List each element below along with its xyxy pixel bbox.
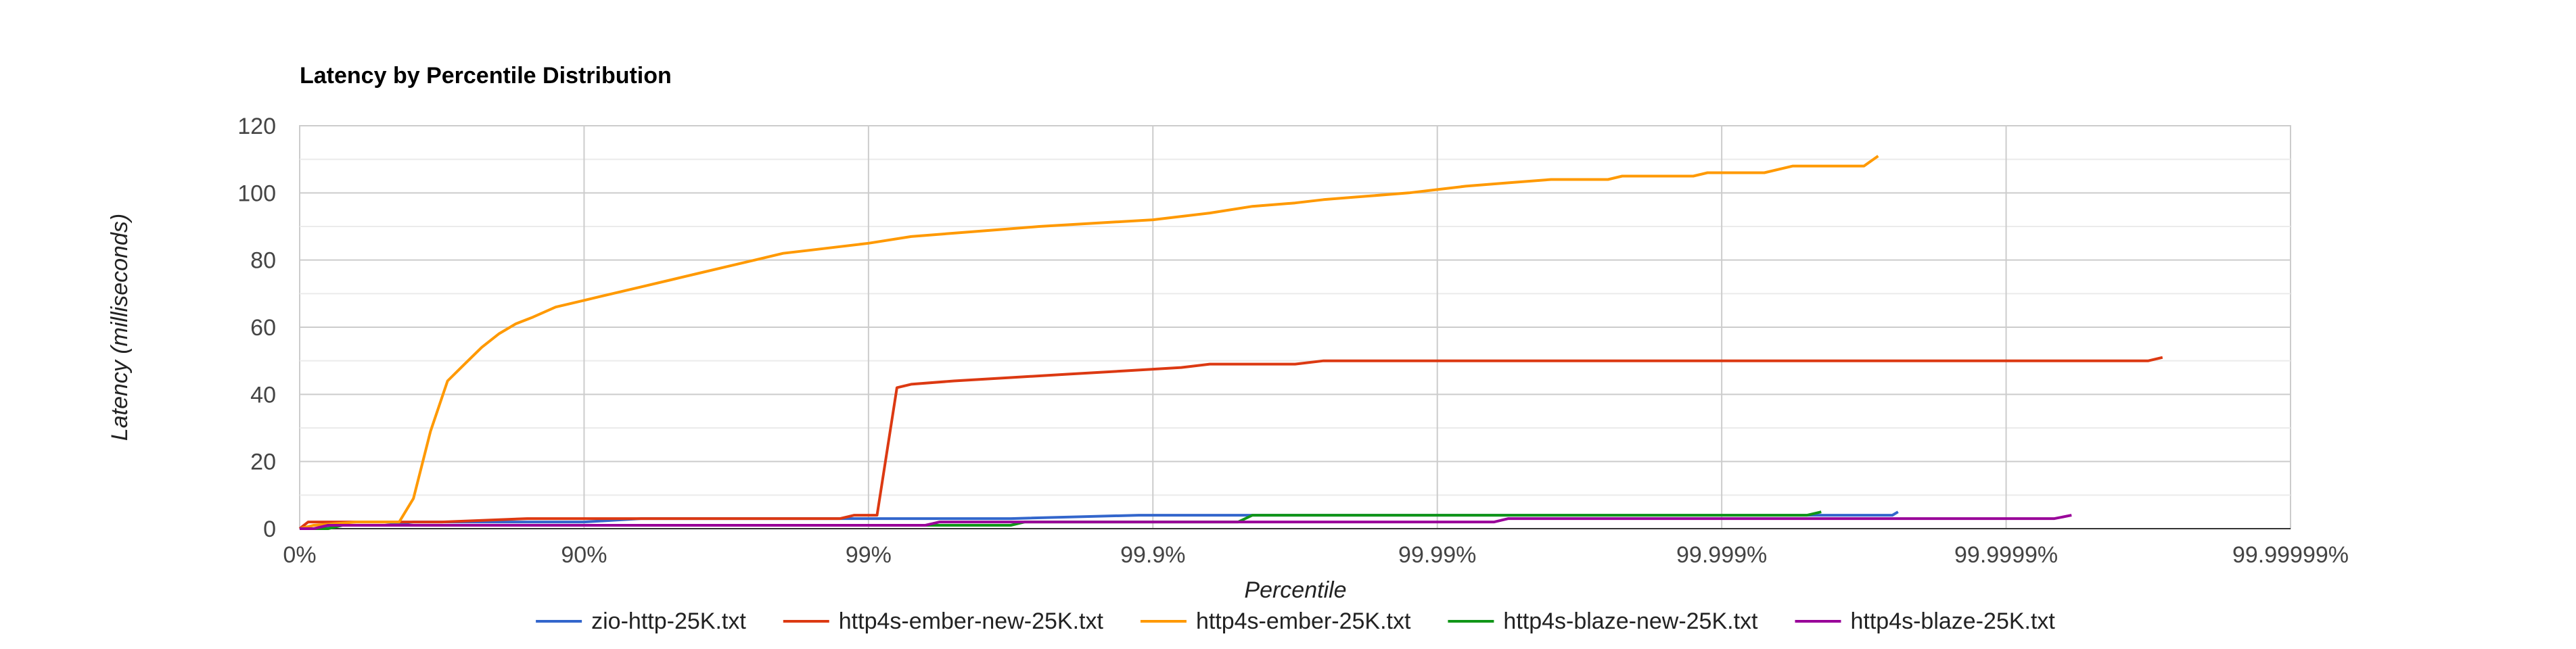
- y-tick-label: 0: [263, 516, 276, 542]
- y-tick-label: 100: [237, 181, 276, 206]
- legend-label: http4s-blaze-25K.txt: [1850, 608, 2055, 634]
- x-tick-label: 99.999%: [1676, 542, 1767, 568]
- y-axis-ticks: 0 20 40 60 80 100 120: [237, 114, 276, 542]
- y-axis-title: Latency (milliseconds): [107, 214, 133, 441]
- y-tick-label: 60: [250, 315, 276, 341]
- x-axis-title: Percentile: [1244, 577, 1346, 603]
- y-tick-label: 20: [250, 450, 276, 475]
- y-tick-label: 40: [250, 382, 276, 408]
- series-line: [298, 356, 2163, 530]
- x-tick-label: 90%: [561, 542, 607, 568]
- legend-label: zio-http-25K.txt: [591, 608, 746, 634]
- series-line: [300, 514, 2072, 530]
- legend-label: http4s-ember-25K.txt: [1196, 608, 1411, 634]
- x-tick-label: 99.9%: [1120, 542, 1185, 568]
- x-tick-label: 99.9999%: [1954, 542, 2058, 568]
- x-tick-label: 99%: [846, 542, 892, 568]
- grid: [299, 125, 2291, 529]
- chart-title: Latency by Percentile Distribution: [300, 63, 672, 89]
- y-tick-label: 80: [250, 248, 276, 274]
- x-tick-label: 99.99999%: [2232, 542, 2349, 568]
- x-tick-label: 0%: [283, 542, 316, 568]
- series-lines: [298, 155, 2163, 530]
- series-line: [299, 155, 1879, 530]
- y-tick-label: 120: [237, 114, 276, 139]
- legend-label: http4s-ember-new-25K.txt: [839, 608, 1104, 634]
- legend: zio-http-25K.txt http4s-ember-new-25K.txt…: [536, 608, 2055, 634]
- legend-label: http4s-blaze-new-25K.txt: [1503, 608, 1758, 634]
- x-axis-ticks: 0% 90% 99% 99.9% 99.99% 99.999% 99.9999% 99.999…: [283, 542, 2349, 568]
- x-tick-label: 99.99%: [1398, 542, 1476, 568]
